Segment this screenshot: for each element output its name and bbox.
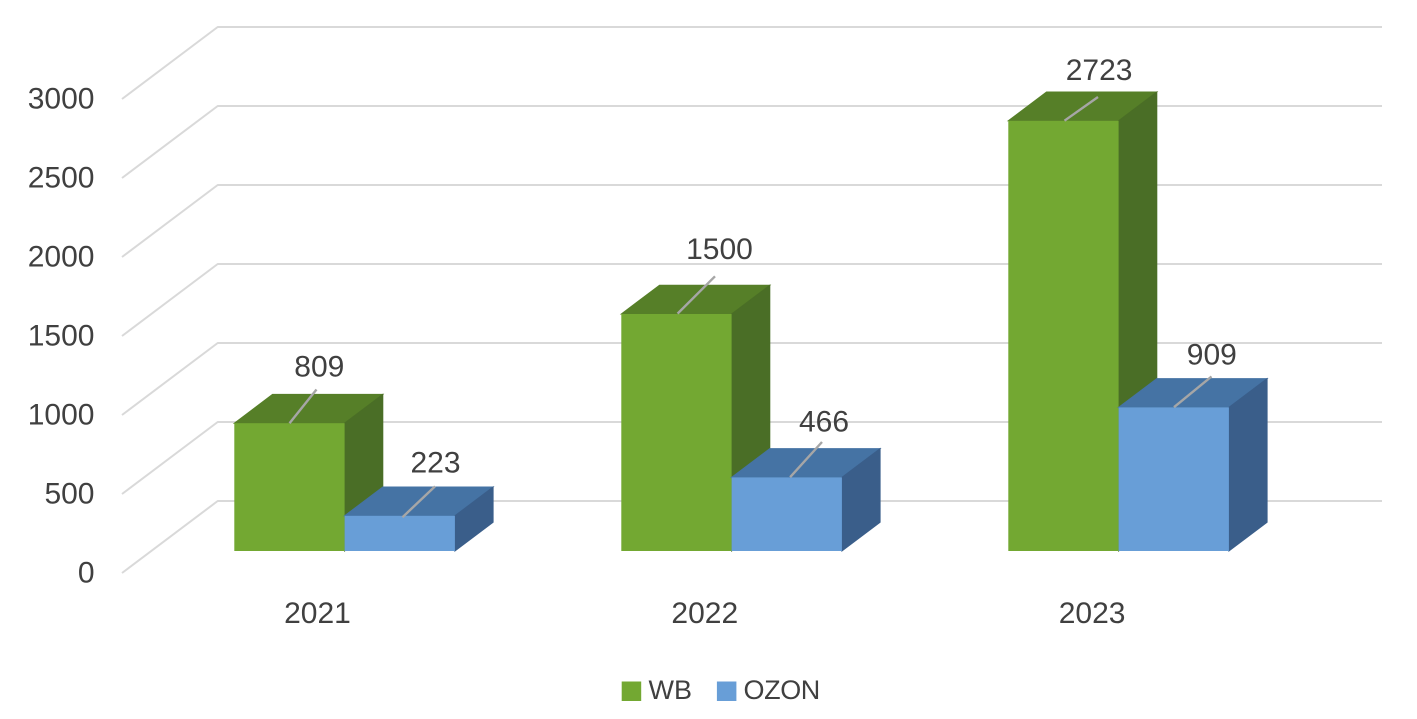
svg-text:1500: 1500 bbox=[686, 233, 753, 266]
svg-text:2022: 2022 bbox=[671, 597, 738, 630]
svg-text:500: 500 bbox=[44, 478, 94, 511]
svg-text:2021: 2021 bbox=[284, 597, 351, 630]
svg-text:223: 223 bbox=[410, 447, 460, 480]
svg-text:3000: 3000 bbox=[28, 83, 95, 116]
svg-text:809: 809 bbox=[294, 351, 344, 384]
svg-text:2500: 2500 bbox=[28, 162, 95, 195]
svg-text:2723: 2723 bbox=[1066, 54, 1133, 87]
svg-text:2023: 2023 bbox=[1059, 597, 1126, 630]
svg-text:1000: 1000 bbox=[28, 399, 95, 432]
svg-text:2000: 2000 bbox=[28, 241, 95, 274]
svg-text:1500: 1500 bbox=[28, 320, 95, 353]
svg-text:WB: WB bbox=[649, 675, 693, 705]
svg-text:909: 909 bbox=[1187, 339, 1237, 372]
svg-text:466: 466 bbox=[799, 406, 849, 439]
svg-text:OZON: OZON bbox=[744, 675, 820, 705]
svg-text:0: 0 bbox=[78, 557, 95, 590]
